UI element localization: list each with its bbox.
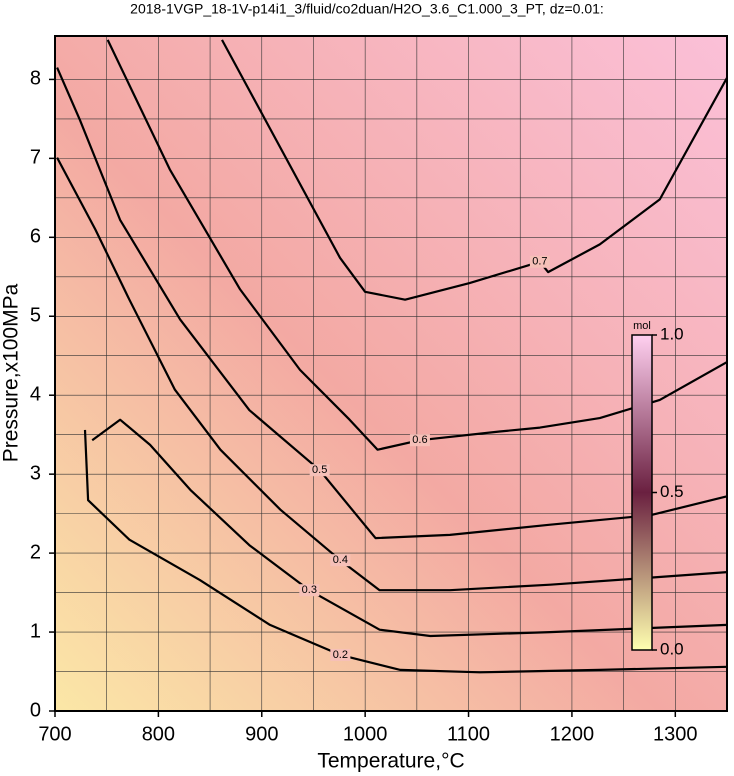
contour-label-bg <box>330 554 351 567</box>
x-tick-label: 700 <box>38 723 71 745</box>
contour-label-bg <box>299 584 320 597</box>
y-tick-label: 5 <box>30 305 41 327</box>
colorbar-tick-label: 0.0 <box>660 639 684 658</box>
contour-label-bg <box>309 464 330 477</box>
y-tick-label: 4 <box>30 383 41 405</box>
x-tick-label: 900 <box>245 723 278 745</box>
x-tick-label: 1000 <box>343 723 388 745</box>
contour-label: 0.3 <box>302 584 317 596</box>
y-tick-label: 3 <box>30 462 41 484</box>
contour-label: 0.2 <box>333 649 348 661</box>
y-tick-label: 1 <box>30 620 41 642</box>
y-tick-label: 6 <box>30 226 41 248</box>
y-tick-label: 8 <box>30 68 41 90</box>
contour-label: 0.5 <box>312 464 327 476</box>
y-tick-label: 7 <box>30 147 41 169</box>
x-tick-label: 1300 <box>653 723 698 745</box>
x-tick-label: 1100 <box>447 723 490 745</box>
x-axis-label: Temperature,°C <box>317 750 464 773</box>
colorbar-tick-label: 1.0 <box>660 324 684 343</box>
contour-line <box>221 39 728 301</box>
colorbar <box>631 334 653 651</box>
contour-label-bg <box>330 648 351 661</box>
contour-label-bg <box>529 255 550 268</box>
contour-line <box>83 429 728 674</box>
x-tick-label: 800 <box>142 723 175 745</box>
contour-label: 0.7 <box>532 256 547 268</box>
contour-label: 0.4 <box>333 554 348 566</box>
colorbar-label: mol <box>633 320 651 332</box>
contour-line <box>56 157 728 592</box>
x-tick-label: 1200 <box>550 723 595 745</box>
plot-frame <box>54 35 728 712</box>
contour-label-bg <box>409 434 430 447</box>
chart-title: 2018-1VGP_18-1V-p14i1_3/fluid/co2duan/H2… <box>130 1 604 17</box>
y-tick-label: 0 <box>30 699 41 721</box>
contour-line <box>91 418 728 638</box>
plot-background <box>55 36 727 711</box>
contour-label: 0.6 <box>412 434 427 446</box>
colorbar-tick-label: 0.5 <box>660 482 684 501</box>
y-axis-label: Pressure,x100MPa <box>0 283 23 462</box>
y-tick-label: 2 <box>30 541 41 563</box>
contour-line <box>106 39 728 451</box>
